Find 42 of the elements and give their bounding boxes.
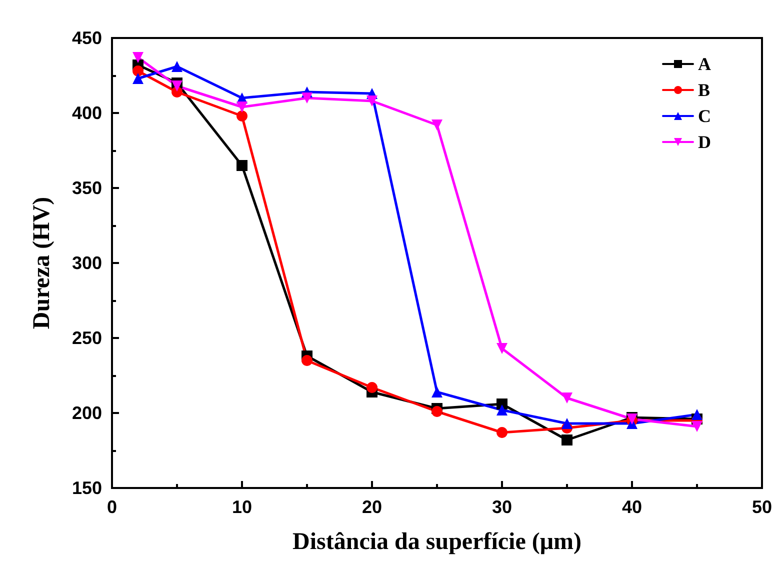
x-tick-label: 40 [622,497,642,517]
y-axis-title: Dureza (HV) [29,196,55,330]
point [562,392,572,404]
x-tick-label: 10 [232,497,252,517]
point [172,61,182,72]
legend-label: B [698,80,710,100]
legend-label: C [698,106,711,126]
point [236,160,248,171]
point [432,406,442,417]
legend-label: A [698,54,711,74]
point [496,427,508,438]
y-tick-label: 400 [72,103,102,123]
y-tick-label: 350 [72,178,102,198]
point [432,120,442,130]
point [132,66,144,76]
point [236,110,248,122]
x-tick-label: 20 [362,497,382,517]
point [562,434,572,446]
x-tick-label: 30 [492,497,512,517]
y-tick-label: 150 [72,478,102,498]
point [236,102,248,112]
point [302,355,312,366]
point [172,80,182,92]
point [562,418,572,429]
point [132,73,144,84]
point [432,386,442,398]
point [302,92,312,104]
y-tick-label: 300 [72,253,102,273]
point [692,409,702,420]
point [496,343,508,354]
x-axis-title: Distância da superfície (μm) [292,529,582,555]
x-tick-label: 0 [106,497,118,517]
point [132,52,144,63]
x-tick-label: 50 [752,497,772,517]
y-tick-label: 250 [72,328,102,348]
y-tick-label: 450 [72,28,102,48]
y-tick-label: 200 [72,403,102,423]
legend-label: D [698,132,711,152]
point [366,96,378,106]
point [366,382,378,393]
point [496,404,508,416]
point [692,421,702,432]
